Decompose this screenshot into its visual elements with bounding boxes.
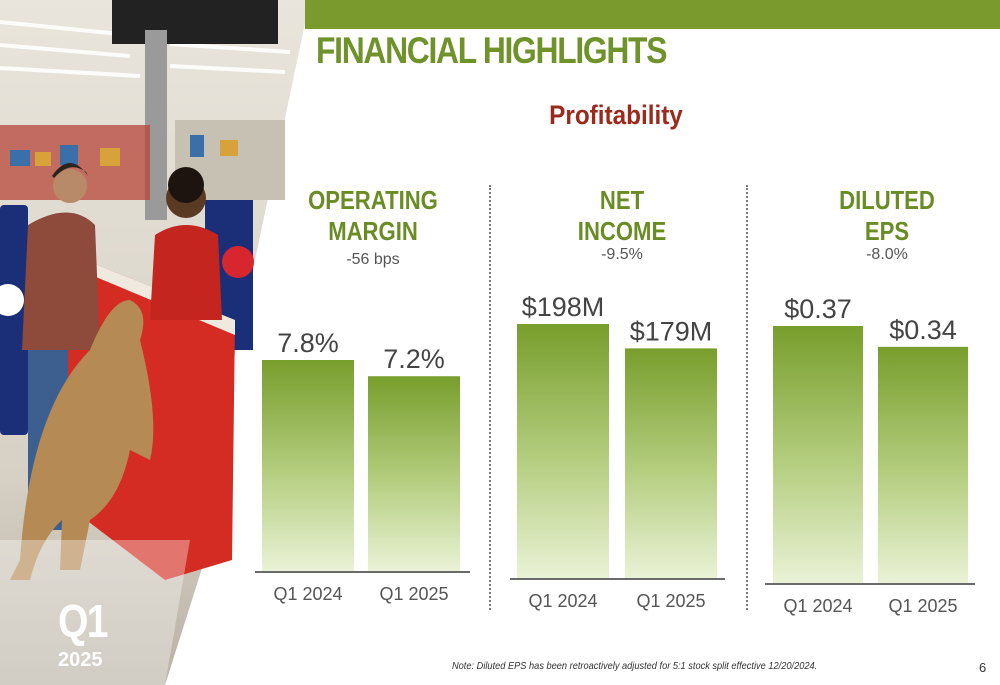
column-divider (746, 185, 748, 610)
chart-bar (878, 346, 968, 583)
data-label: 7.2% (383, 344, 445, 374)
metric-title-line: EPS (864, 216, 910, 246)
section-subtitle: Profitability (549, 100, 683, 130)
chart-bar (368, 376, 460, 571)
metric-title-line: MARGIN (328, 216, 418, 246)
chart-bar (517, 324, 609, 578)
footnote: Note: Diluted EPS has been retroactively… (452, 660, 818, 672)
category-label: Q1 2025 (379, 584, 448, 604)
header-accent-bar (305, 0, 1000, 29)
page-title: FINANCIAL HIGHLIGHTS (316, 30, 667, 71)
column-divider (489, 185, 491, 610)
page-number: 6 (979, 660, 987, 675)
chart-bar (262, 360, 354, 571)
metric-title-line: DILUTED (839, 185, 935, 215)
metric-title-line: OPERATING (308, 185, 438, 215)
metric-title-operating-margin: OPERATING MARGIN (288, 185, 458, 247)
quarter-year: 2025 (58, 649, 103, 671)
chart-bar (625, 348, 717, 578)
quarter-badge: Q1 (58, 595, 108, 647)
metric-title-line: NET (599, 185, 645, 215)
category-label: Q1 2024 (273, 584, 342, 604)
metric-title-diluted-eps: DILUTED EPS (802, 185, 972, 247)
data-label: $179M (630, 316, 713, 346)
chart-bar (773, 326, 863, 583)
data-label: 7.8% (277, 328, 339, 358)
metric-change-diluted-eps: -8.0% (866, 246, 908, 263)
category-label: Q1 2025 (888, 596, 957, 616)
metric-change-operating-margin: -56 bps (346, 251, 400, 268)
data-label: $0.37 (784, 294, 852, 324)
data-label: $0.34 (889, 315, 957, 345)
data-label: $198M (522, 292, 605, 322)
metric-title-net-income: NET INCOME (537, 185, 707, 247)
category-label: Q1 2025 (636, 591, 705, 611)
category-label: Q1 2024 (528, 591, 597, 611)
metric-title-line: INCOME (577, 216, 667, 246)
metric-change-net-income: -9.5% (601, 246, 643, 263)
category-label: Q1 2024 (783, 596, 852, 616)
store-checkout-photo (0, 0, 310, 685)
